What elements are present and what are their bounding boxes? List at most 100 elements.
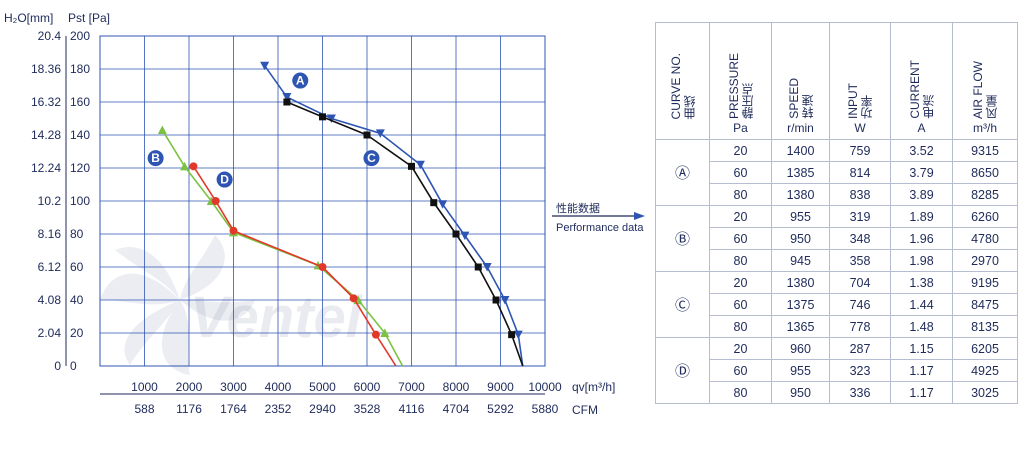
x-axis-title-cfm: CFM: [572, 403, 598, 417]
y-axis-ticks: 0 0 2.04 20 4.08 40 6.12 60 8.16 80 10.2 100 12.24 12…: [31, 29, 90, 373]
table-cell: 60: [709, 227, 772, 250]
table-cell: 3.79: [890, 161, 953, 184]
performance-chart: Ventel 0 0 2.04 20 4.08 40 6.12 60 8.16 80 10.2 100…: [4, 11, 645, 417]
x-tick-cfm: 3528: [354, 402, 381, 416]
table-cell: 4780: [952, 227, 1018, 250]
series-line: [286, 101, 524, 367]
table-cell: 9195: [952, 271, 1018, 294]
table-cell: 336: [829, 381, 891, 404]
x-tick-cfm: 2352: [265, 402, 292, 416]
table-row: 80 1365 778 1.48 8135: [656, 315, 1018, 338]
table-cell: 1375: [771, 293, 830, 316]
y-tick-h2o: 18.36: [31, 62, 61, 76]
y-tick-pa: 120: [70, 161, 90, 175]
table-cell: 358: [829, 249, 891, 272]
x-tick-cfm: 2940: [309, 402, 336, 416]
table-cell: 1.89: [890, 205, 953, 228]
header-unit: m³/h: [973, 121, 997, 135]
y-tick-h2o: 8.16: [38, 227, 62, 241]
table-header-cell: PRESSURE 静压点 Pa: [709, 22, 772, 140]
y-tick-h2o: 2.04: [38, 326, 62, 340]
table-row: 80 945 358 1.98 2970: [656, 249, 1018, 272]
header-title: CURVE NO. 曲线: [668, 52, 697, 119]
curve-id-cell: Ⓐ: [655, 139, 710, 206]
arrow-head-icon: [634, 212, 645, 220]
performance-table: CURVE NO. 曲线 PRESSURE 静压点 Pa SPEED 转速 r/min INPU…: [655, 22, 1018, 404]
y-tick-pa: 200: [70, 29, 90, 43]
table-header-cell: CURRENT 电流 A: [890, 22, 953, 140]
y-tick-h2o: 14.28: [31, 128, 61, 142]
table-row: 80 950 336 1.17 3025: [656, 381, 1018, 404]
table-cell: 6260: [952, 205, 1018, 228]
curve-label-d: D: [216, 171, 233, 188]
table-header-cell: AIR FLOW 风量 m³/h: [952, 22, 1018, 140]
data-point: [508, 331, 516, 339]
table-cell: 704: [829, 271, 891, 294]
y-tick-pa: 80: [70, 227, 84, 241]
y-axis-title-pst: Pst [Pa]: [68, 11, 110, 25]
curve-label-badge: [292, 72, 309, 89]
y-tick-h2o: 10.2: [38, 194, 62, 208]
data-point: [326, 114, 336, 123]
table-row: Ⓓ 20 960 287 1.15 6205: [655, 337, 1018, 404]
curve-label-text: D: [220, 173, 229, 187]
data-point: [318, 263, 327, 271]
table-cell: 60: [709, 161, 772, 184]
table-cell: 9315: [952, 139, 1018, 162]
curve-label-a: A: [292, 72, 309, 89]
series-a: [260, 61, 524, 367]
table-cell: 3.89: [890, 183, 953, 206]
header-title: CURRENT 电流: [907, 60, 936, 119]
table-cell: 60: [709, 293, 772, 316]
x-tick-m3h: 1000: [131, 380, 158, 394]
y-tick-pa: 140: [70, 128, 90, 142]
x-tick-m3h: 5000: [309, 380, 336, 394]
x-tick-cfm: 588: [134, 402, 154, 416]
table-cell: 4925: [952, 359, 1018, 382]
x-tick-cfm: 4704: [443, 402, 470, 416]
table-cell: 778: [829, 315, 891, 338]
table-row: 60 955 323 1.17 4925: [656, 359, 1018, 382]
y-tick-pa: 60: [70, 260, 84, 274]
table-cell: 348: [829, 227, 891, 250]
header-title: SPEED 转速: [786, 78, 815, 119]
table-cell: 759: [829, 139, 891, 162]
data-point: [513, 330, 523, 340]
table-cell: 323: [829, 359, 891, 382]
table-cell: 319: [829, 205, 891, 228]
y-tick-pa: 0: [70, 359, 77, 373]
table-cell: 960: [771, 337, 830, 360]
table-cell: 1.98: [890, 249, 953, 272]
curve-label-badge: [147, 150, 164, 167]
data-point: [282, 93, 292, 102]
x-tick-m3h: 6000: [354, 380, 381, 394]
y-tick-pa: 180: [70, 62, 90, 76]
data-point: [380, 328, 390, 337]
table-cell: 8135: [952, 315, 1018, 338]
table-row: 60 1375 746 1.44 8475: [656, 293, 1018, 316]
table-row: Ⓐ 20 1400 759 3.52 9315: [655, 139, 1018, 206]
y-tick-pa: 40: [70, 293, 84, 307]
y-axis-title-h2o: H₂O[mm]: [4, 11, 53, 25]
y-tick-h2o: 4.08: [38, 293, 62, 307]
data-point: [180, 161, 190, 171]
data-point: [415, 160, 425, 170]
table-cell: 1380: [771, 183, 830, 206]
table-cell: 20: [709, 271, 772, 294]
table-cell: 1.96: [890, 227, 953, 250]
curve-id-cell: Ⓓ: [655, 337, 710, 404]
table-cell: 814: [829, 161, 891, 184]
table-cell: 60: [709, 359, 772, 382]
data-point: [460, 231, 470, 241]
table-cell: 80: [709, 249, 772, 272]
data-point: [482, 263, 492, 272]
header-unit: A: [917, 121, 926, 135]
x-axis-title-m3h: qv[m³/h]: [572, 380, 615, 394]
table-header-cell: INPUT 功率 W: [829, 22, 891, 140]
table-cell: 8285: [952, 183, 1018, 206]
table-cell: 80: [709, 381, 772, 404]
arrow-label-en: Performance data: [556, 222, 644, 234]
data-point: [349, 294, 358, 303]
x-tick-m3h: 2000: [176, 380, 203, 394]
curve-id-cell: Ⓒ: [655, 271, 710, 338]
